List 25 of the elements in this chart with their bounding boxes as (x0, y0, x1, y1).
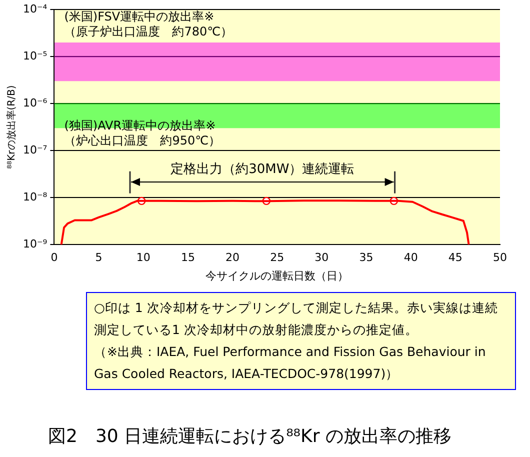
text: ○印は 1 次冷却材をサンプリングして測定した結果。赤い実線は連続測定している1 次冷却材中の放射能濃度からの推定値。 (94, 299, 499, 339)
y-tick-label: 10⁻⁴ (22, 2, 48, 16)
x-tick-label: 40 (404, 251, 418, 264)
x-tick-label: 0 (50, 251, 58, 264)
x-tick-label: 20 (226, 251, 240, 264)
x-tick-label: 5 (95, 251, 102, 264)
y-tick-label: 10⁻⁵ (22, 49, 48, 62)
y-tick-label: 10⁻⁸ (22, 190, 48, 204)
text: （※出典：IAEA, Fuel Performance and Fission Gas Behaviour in Gas Cooled Reactors, IAEA-TECDOC-978(1997)） (94, 343, 487, 383)
x-tick-label: 25 (270, 251, 284, 264)
x-tick-label: 45 (448, 251, 462, 264)
annotation: 定格出力（約30MW）連続運転 (170, 162, 354, 178)
x-tick-label: 15 (180, 251, 195, 264)
x-tick-label: 50 (493, 251, 507, 264)
y-tick-label: 10⁻⁹ (22, 237, 48, 250)
band-label: (独国)AVR運転中の放出率※ （炉心出口温度 約950℃） (64, 118, 221, 148)
y-tick-label: 10⁻⁷ (22, 143, 48, 156)
x-tick-label: 10 (136, 251, 150, 264)
x-axis-title: 今サイクルの運転日数（日） (206, 269, 349, 282)
y-axis-title: ⁸⁸Krの放出率(R/B) (6, 85, 18, 169)
y-tick-label: 10⁻⁶ (22, 96, 48, 110)
x-tick-label: 30 (314, 251, 329, 264)
text: 図2 30 日連続運転における⁸⁸Kr の放出率の推移 (48, 425, 452, 448)
band-label: (米国)FSV運転中の放出率※ （原子炉出口温度 約780℃） (64, 10, 233, 39)
x-tick-label: 35 (359, 251, 374, 264)
